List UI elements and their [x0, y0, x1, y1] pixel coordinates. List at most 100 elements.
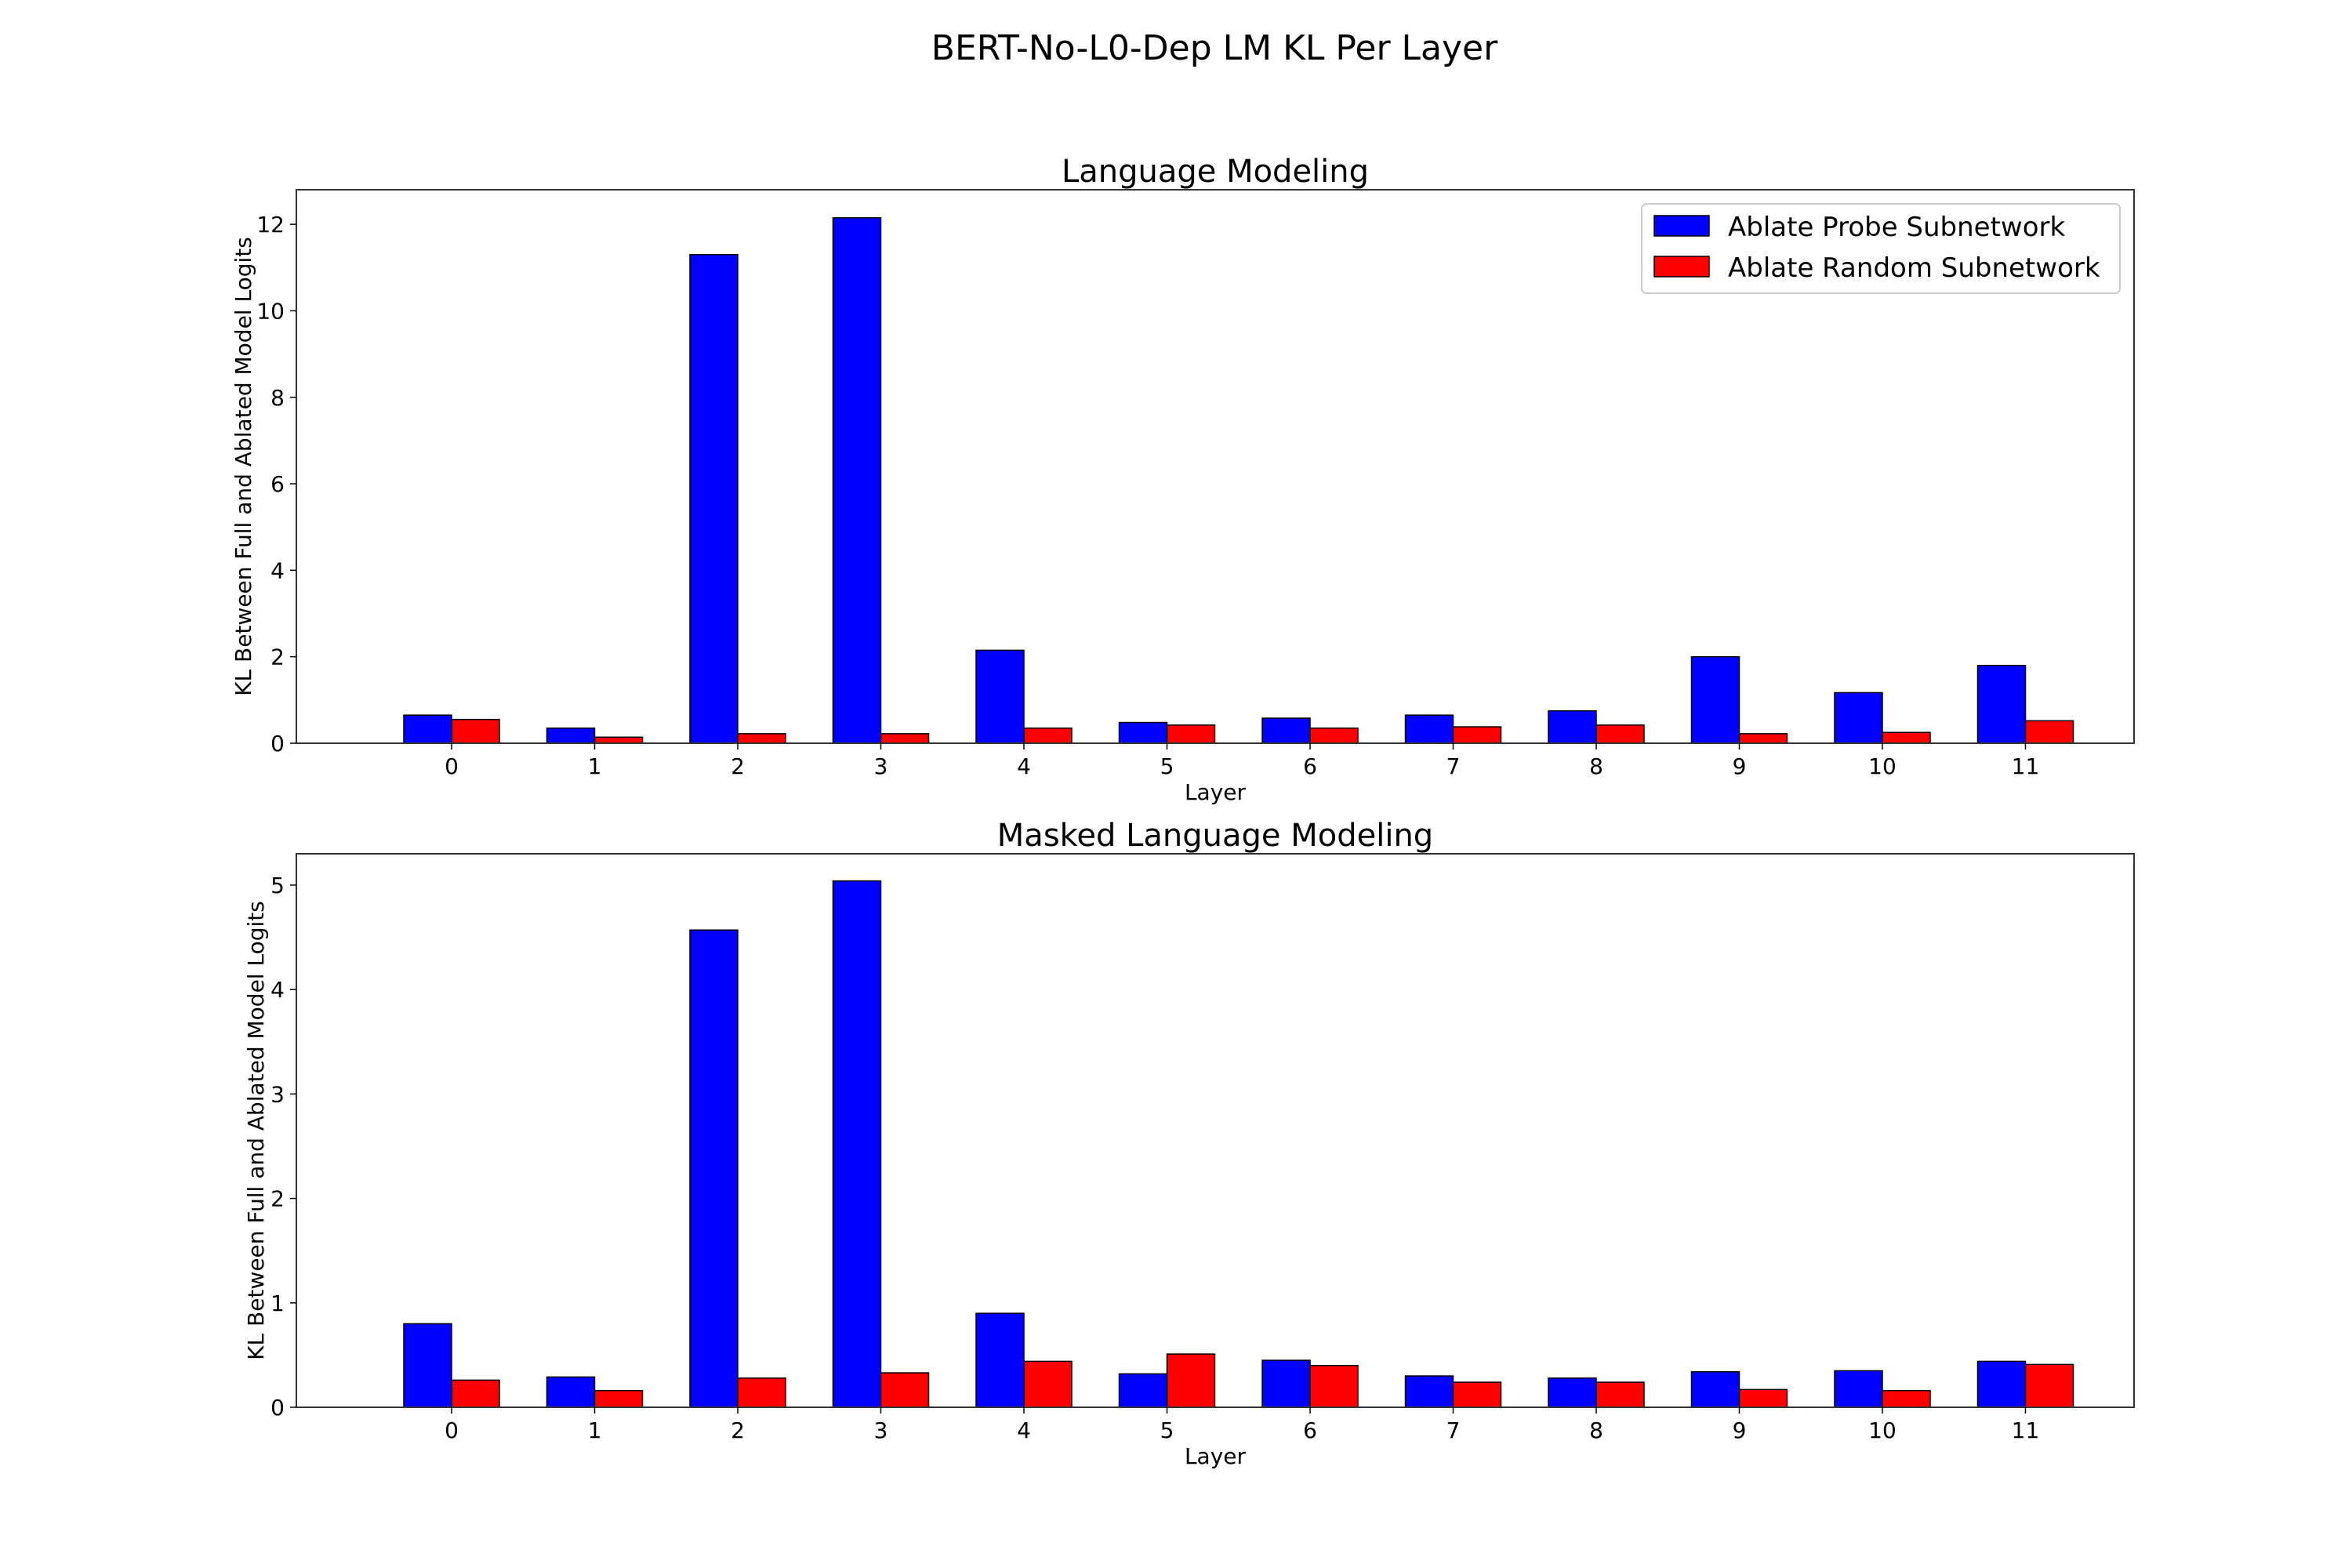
bar-probe-layer-8	[1548, 710, 1597, 744]
bar-probe-layer-9	[1690, 1370, 1740, 1408]
x-tick-label: 10	[1868, 753, 1896, 779]
y-tick-label: 0	[270, 1395, 285, 1421]
bar-probe-layer-1	[546, 727, 596, 744]
figure-title: BERT-No-L0-Dep LM KL Per Layer	[931, 28, 1498, 68]
plot-frame	[296, 189, 2135, 744]
bar-random-layer-4	[1023, 1360, 1073, 1408]
chart-title: Masked Language Modeling	[997, 818, 1433, 854]
y-tick-label: 4	[270, 557, 285, 583]
y-tick-label: 0	[270, 731, 285, 757]
x-tick-label: 5	[1160, 1417, 1174, 1443]
chart-panel-1: 0 1 2 3 4 5 6 7 8 9 10 11 0 1 2 3 4 5 Masked Language Mode…	[243, 818, 2135, 1469]
bar-probe-layer-10	[1834, 1370, 1883, 1408]
bar-probe-layer-2	[689, 929, 739, 1408]
x-tick-label: 8	[1589, 753, 1603, 779]
x-tick-label: 1	[588, 1417, 602, 1443]
bar-probe-layer-9	[1690, 655, 1740, 744]
x-tick-label: 7	[1446, 1417, 1461, 1443]
bar-probe-layer-2	[689, 253, 739, 744]
x-tick-label: 3	[874, 1417, 888, 1443]
legend-swatch-random	[1653, 256, 1710, 278]
x-tick-label: 1	[588, 753, 602, 779]
bar-probe-layer-1	[546, 1376, 596, 1408]
bar-probe-layer-0	[403, 714, 452, 744]
chart-title: Language Modeling	[1062, 154, 1369, 190]
x-tick-label: 8	[1589, 1417, 1603, 1443]
y-tick-label: 3	[270, 1081, 285, 1107]
x-tick-label: 9	[1733, 1417, 1747, 1443]
x-tick-label: 0	[445, 1417, 459, 1443]
bar-probe-layer-5	[1118, 721, 1168, 744]
bar-probe-layer-4	[975, 1312, 1025, 1408]
y-tick-label: 5	[270, 873, 285, 898]
bar-random-layer-4	[1023, 727, 1073, 744]
x-tick-label: 9	[1733, 753, 1747, 779]
bar-probe-layer-6	[1261, 717, 1311, 744]
x-tick-label: 4	[1017, 1417, 1031, 1443]
x-tick-label: 11	[2012, 1417, 2040, 1443]
y-tick-label: 10	[256, 298, 285, 324]
bar-random-layer-2	[737, 733, 786, 744]
bar-random-layer-5	[1166, 1353, 1216, 1408]
x-tick-label: 0	[445, 753, 459, 779]
bar-probe-layer-3	[832, 880, 882, 1408]
x-tick-label: 6	[1303, 1417, 1317, 1443]
y-tick-label: 4	[270, 977, 285, 1003]
bar-random-layer-2	[737, 1377, 786, 1408]
bar-random-layer-8	[1595, 724, 1645, 744]
bar-random-layer-7	[1452, 1381, 1502, 1408]
bar-probe-layer-0	[403, 1323, 452, 1408]
y-tick-label: 1	[270, 1290, 285, 1316]
x-tick-label: 2	[731, 1417, 745, 1443]
y-tick-label: 2	[270, 644, 285, 670]
x-tick-label: 7	[1446, 753, 1461, 779]
x-tick-label: 11	[2012, 753, 2040, 779]
x-tick-label: 4	[1017, 753, 1031, 779]
y-tick-label: 6	[270, 471, 285, 497]
y-axis-label: KL Between Full and Ablated Model Logits	[230, 237, 256, 696]
x-tick-label: 6	[1303, 753, 1317, 779]
y-tick-label: 8	[270, 385, 285, 411]
bar-random-layer-0	[451, 1379, 500, 1408]
bar-probe-layer-7	[1404, 1375, 1454, 1408]
bar-random-layer-5	[1166, 724, 1216, 744]
x-tick-label: 2	[731, 753, 745, 779]
bar-probe-layer-3	[832, 217, 882, 744]
bar-random-layer-6	[1309, 727, 1359, 744]
x-tick-label: 3	[874, 753, 888, 779]
bar-random-layer-9	[1738, 733, 1788, 744]
y-tick-label: 2	[270, 1186, 285, 1212]
bar-random-layer-9	[1738, 1388, 1788, 1408]
bar-random-layer-6	[1309, 1364, 1359, 1408]
bar-probe-layer-6	[1261, 1359, 1311, 1408]
x-axis-label: Layer	[1185, 779, 1247, 805]
bar-probe-layer-4	[975, 649, 1025, 744]
bar-random-layer-1	[593, 736, 644, 744]
bar-probe-layer-7	[1404, 714, 1454, 744]
bar-probe-layer-11	[1976, 664, 2027, 744]
bar-random-layer-10	[1882, 731, 1931, 744]
bar-random-layer-0	[451, 718, 500, 744]
bar-random-layer-1	[593, 1389, 644, 1408]
x-tick-label: 5	[1160, 753, 1174, 779]
legend-label-random: Ablate Random Subnetwork	[1728, 252, 2100, 284]
legend-box	[1641, 203, 2121, 294]
bar-random-layer-10	[1882, 1389, 1931, 1408]
plot-frame	[296, 853, 2135, 1408]
bar-probe-layer-5	[1118, 1373, 1168, 1408]
y-axis-label: KL Between Full and Ablated Model Logits	[243, 901, 269, 1360]
legend: Ablate Probe Subnetwork Ablate Random Sub…	[1641, 203, 2121, 294]
legend-swatch-probe	[1653, 215, 1710, 237]
bar-random-layer-3	[880, 733, 930, 744]
bar-random-layer-8	[1595, 1381, 1645, 1408]
bar-probe-layer-8	[1548, 1377, 1597, 1408]
x-tick-label: 10	[1868, 1417, 1896, 1443]
bar-random-layer-3	[880, 1372, 930, 1408]
legend-label-probe: Ablate Probe Subnetwork	[1728, 212, 2066, 243]
x-axis-label: Layer	[1185, 1443, 1247, 1469]
bar-random-layer-7	[1452, 726, 1502, 744]
y-tick-label: 12	[256, 212, 285, 238]
